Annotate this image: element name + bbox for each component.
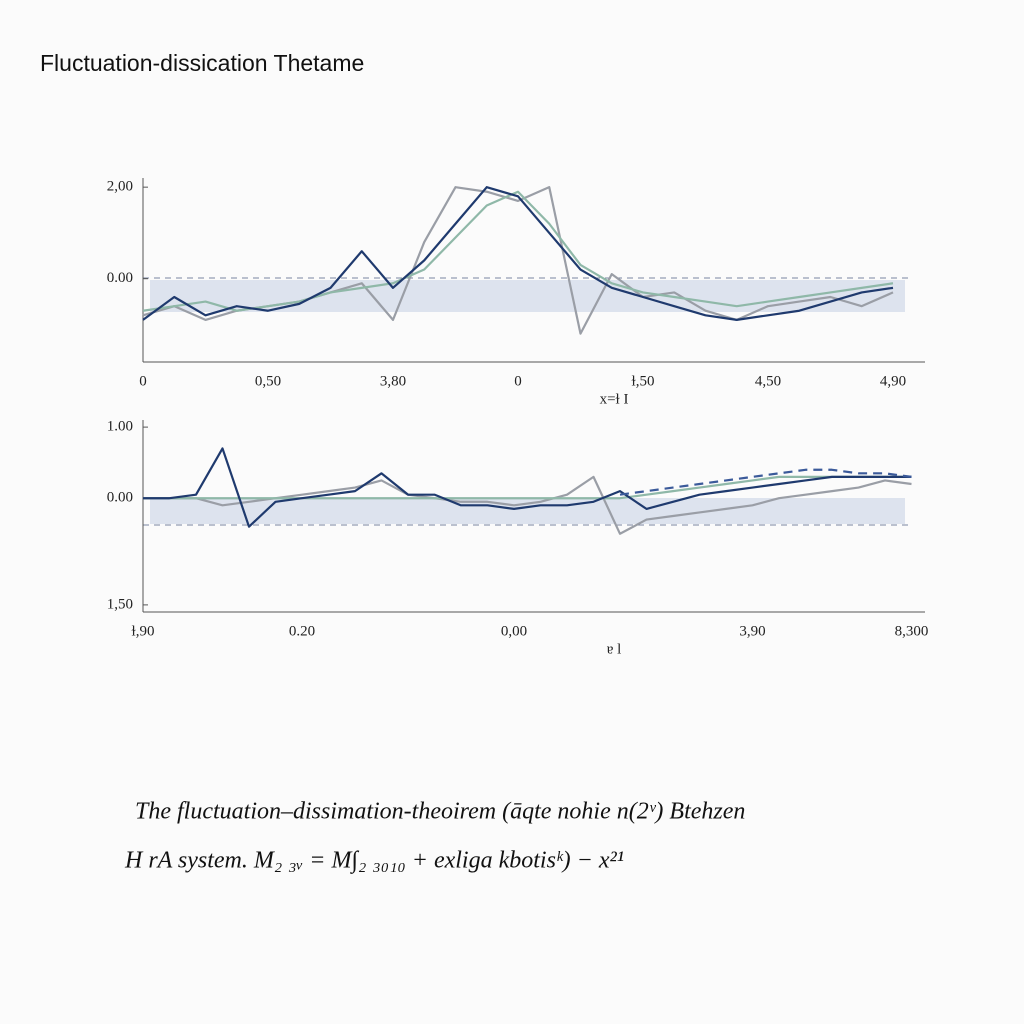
y-tick-label: 1,50 [107, 596, 133, 612]
x-tick-label: 4,90 [880, 373, 906, 389]
x-tick-label: 0 [514, 373, 522, 389]
caption-line: H rA system. M₂ ₃ᵥ = M∫₂ ₃₀₁₀ + exliga k… [124, 848, 624, 875]
series-line [143, 475, 912, 500]
x-tick-label: 0 [139, 373, 147, 389]
series-line [619, 468, 912, 496]
x-tick-label: 3,90 [739, 623, 765, 639]
series-line [142, 190, 894, 312]
shaded-band [150, 280, 905, 312]
y-tick-label: 2,00 [107, 179, 133, 195]
x-tick-label: 8,300 [895, 623, 929, 639]
y-tick-label: 0.00 [107, 270, 133, 286]
series-line [142, 186, 894, 321]
x-tick-label: 0.20 [289, 623, 315, 639]
x-tick-label: 0,00 [501, 623, 527, 639]
x-tick-label: 3,80 [380, 373, 406, 389]
caption-line: The fluctuation–dissimation-theoirem (āq… [135, 799, 745, 825]
x-tick-label: 0,50 [255, 373, 281, 389]
shaded-band [150, 498, 905, 524]
x-axis-label: ɐ l [607, 641, 622, 657]
series-line [143, 447, 912, 528]
x-tick-label: 4,50 [755, 373, 781, 389]
y-tick-label: 1.00 [107, 419, 133, 435]
x-tick-label: ɫ,50 [632, 373, 655, 389]
y-tick-label: 0.00 [107, 490, 133, 506]
x-tick-label: ɫ,90 [132, 623, 155, 639]
page-title: Fluctuation-dissication Thetame [40, 50, 364, 76]
x-axis-label: x=ɫ I [600, 391, 629, 407]
